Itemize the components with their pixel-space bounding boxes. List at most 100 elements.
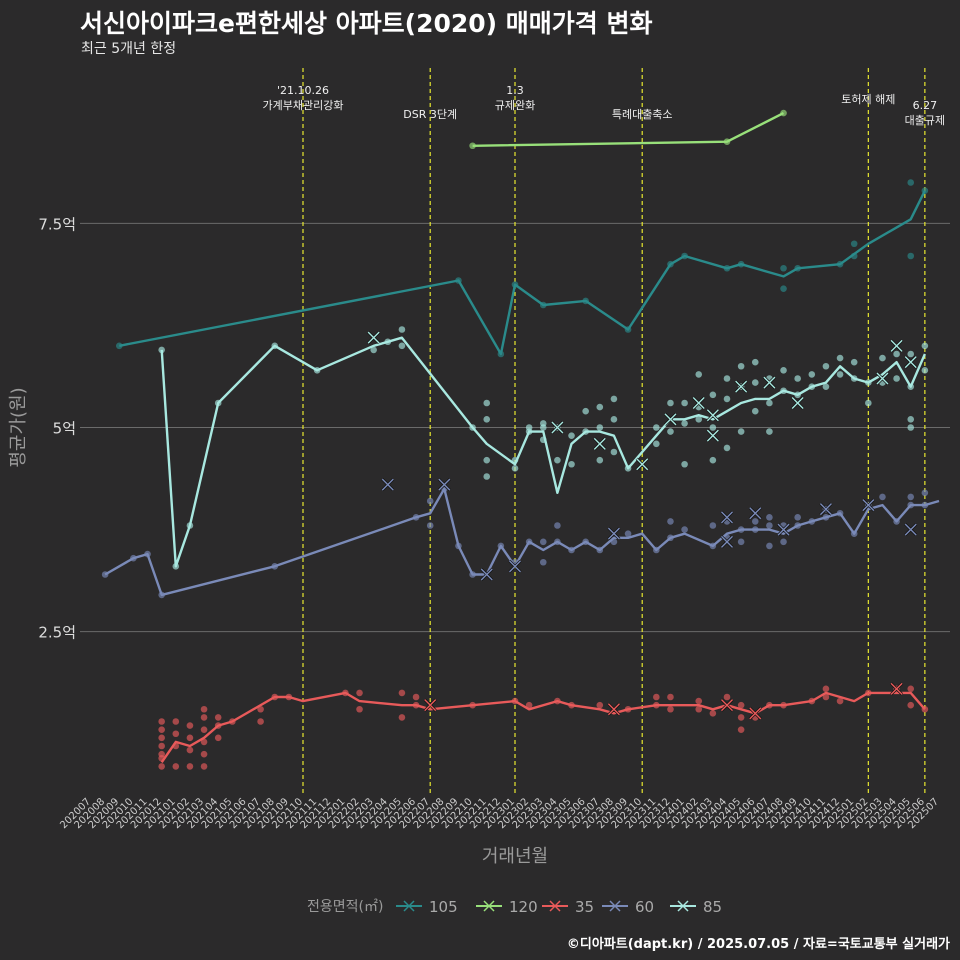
data-point-35	[695, 705, 703, 713]
event-label: 6.27	[913, 99, 938, 112]
data-point-35	[172, 763, 180, 770]
x-mark-60	[509, 560, 521, 573]
x-mark-85	[706, 429, 719, 442]
data-point-85	[681, 460, 688, 468]
data-point-35	[200, 750, 208, 758]
legend-key-mark-85	[677, 900, 689, 912]
data-point-85	[907, 416, 915, 423]
data-point-35	[398, 714, 406, 721]
data-point-35	[667, 705, 674, 713]
x-mark-35	[721, 699, 733, 712]
data-point-105	[780, 264, 787, 272]
data-point-85	[766, 428, 773, 435]
data-point-85	[893, 375, 900, 382]
chart-subtitle: 최근 5개년 한정	[81, 41, 177, 57]
data-point-85	[695, 416, 703, 423]
x-mark-35	[607, 703, 620, 716]
data-point-35	[836, 697, 844, 705]
data-point-35	[709, 710, 717, 717]
data-point-85	[653, 440, 660, 448]
event-label: DSR 3단계	[403, 108, 457, 121]
data-point-85	[723, 375, 731, 382]
series-line-105	[119, 190, 926, 356]
data-point-35	[158, 763, 165, 770]
data-point-85	[681, 399, 688, 407]
data-point-85	[766, 399, 773, 407]
data-point-85	[610, 448, 618, 456]
data-point-35	[214, 714, 222, 721]
data-point-85	[568, 432, 575, 439]
data-point-85	[398, 342, 406, 350]
data-point-85	[780, 367, 787, 374]
data-point-85	[596, 456, 604, 464]
data-point-35	[822, 685, 830, 693]
data-point-60	[737, 538, 745, 546]
data-point-85	[568, 460, 575, 468]
data-point-85	[554, 456, 561, 464]
data-point-85	[653, 424, 660, 431]
data-point-35	[667, 693, 674, 701]
x-mark-35	[890, 682, 903, 695]
data-point-35	[186, 763, 194, 770]
data-point-85	[398, 326, 406, 333]
x-mark-60	[904, 523, 917, 536]
data-point-85	[709, 456, 717, 464]
event-label: 특례대출축소	[612, 108, 673, 121]
data-point-35	[158, 742, 165, 750]
x-mark-60	[862, 499, 875, 512]
y-tick-label: 7.5억	[38, 215, 76, 233]
data-point-60	[751, 518, 759, 525]
series-line-120	[472, 112, 785, 147]
chart-title: 서신아이파크e편한세상 아파트(2020) 매매가격 변화	[80, 9, 653, 38]
x-mark-85	[664, 413, 677, 426]
data-point-60	[766, 542, 773, 550]
x-mark-60	[819, 503, 832, 516]
data-point-35	[158, 726, 165, 733]
x-mark-60	[607, 527, 620, 540]
x-mark-85	[706, 409, 719, 422]
x-mark-60	[721, 511, 733, 524]
data-point-85	[610, 395, 618, 403]
data-point-85	[822, 362, 830, 370]
x-mark-60	[749, 507, 762, 520]
data-point-35	[257, 705, 264, 713]
series-line-85	[160, 336, 927, 568]
event-label: 가계부채관리강화	[263, 99, 344, 112]
x-mark-85	[904, 356, 917, 369]
event-label: 대출규제	[905, 114, 945, 127]
data-point-85	[483, 416, 491, 423]
series-line-35	[160, 691, 926, 763]
data-point-35	[200, 714, 208, 721]
data-point-35	[907, 701, 915, 709]
data-point-60	[539, 558, 547, 566]
data-point-85	[681, 420, 688, 427]
event-label: 토허제 해제	[841, 92, 895, 106]
data-point-60	[921, 489, 929, 497]
y-tick-label: 2.5억	[38, 624, 76, 642]
data-point-85	[879, 354, 886, 362]
legend-key-mark-105	[403, 900, 415, 912]
data-point-85	[723, 395, 731, 403]
data-point-35	[158, 718, 165, 725]
y-axis-title: 평균가(원)	[8, 387, 29, 467]
data-point-60	[907, 493, 915, 501]
data-point-85	[709, 424, 717, 431]
data-point-85	[667, 399, 674, 407]
x-mark-85	[692, 397, 705, 409]
data-point-35	[200, 763, 208, 770]
data-point-35	[525, 701, 533, 709]
data-point-35	[186, 734, 194, 742]
x-mark-85	[593, 437, 606, 450]
data-point-35	[907, 685, 915, 693]
data-point-35	[822, 693, 830, 701]
data-point-85	[511, 465, 519, 472]
y-tick-label: 5억	[53, 420, 76, 438]
data-point-35	[653, 693, 660, 701]
data-point-85	[794, 375, 801, 382]
event-label: '21.10.26	[277, 84, 329, 97]
data-point-105	[780, 285, 787, 292]
data-point-35	[200, 726, 208, 733]
data-point-85	[723, 444, 731, 452]
data-point-85	[850, 358, 858, 366]
